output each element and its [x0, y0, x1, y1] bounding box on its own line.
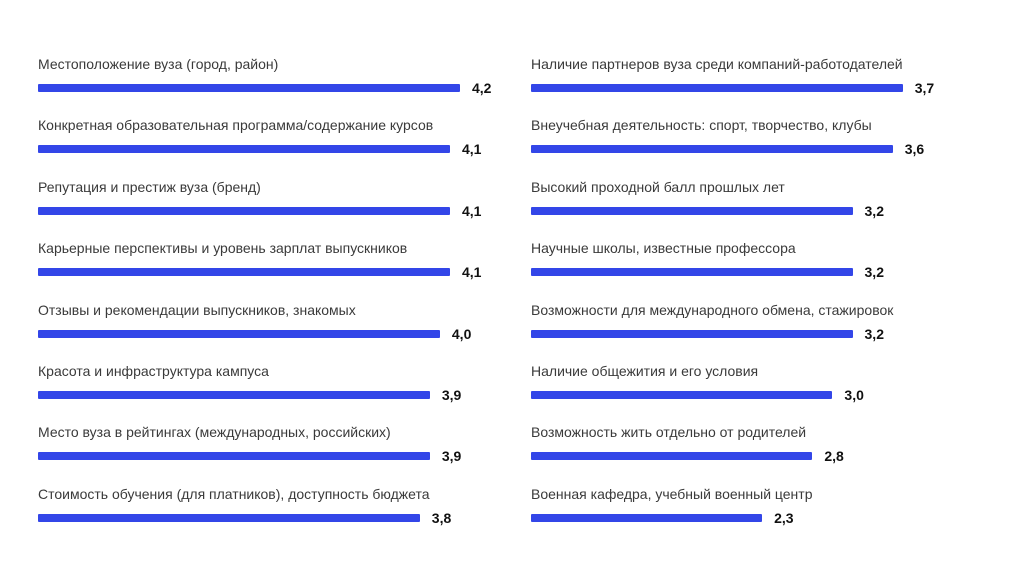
- category-label: Возможности для международного обмена, с…: [531, 301, 894, 318]
- bar: [531, 391, 833, 399]
- category-label: Репутация и престиж вуза (бренд): [38, 178, 261, 195]
- bar: [38, 513, 420, 522]
- value-label: 3,2: [864, 325, 884, 342]
- category-label: Карьерные перспективы и уровень зарплат …: [38, 240, 408, 257]
- bar: [38, 329, 440, 338]
- value-label: 3,0: [844, 387, 864, 403]
- bar: [531, 268, 853, 277]
- bar: [38, 206, 450, 215]
- bar: [531, 452, 813, 461]
- bar: [531, 513, 763, 522]
- bar: [38, 391, 430, 399]
- category-label: Высокий проходной балл прошлых лет: [531, 178, 785, 195]
- bar: [38, 145, 450, 154]
- bar: [531, 206, 853, 215]
- category-label: Научные школы, известные профессора: [531, 240, 796, 257]
- value-label: 4,2: [472, 80, 492, 96]
- value-label: 2,8: [824, 448, 844, 465]
- value-label: 3,9: [441, 448, 462, 465]
- category-label: Внеучебная деятельность: спорт, творчест…: [531, 117, 872, 134]
- bar: [38, 452, 430, 461]
- category-label: Наличие общежития и его условия: [531, 363, 759, 379]
- value-label: 4,1: [461, 202, 482, 219]
- value-label: 3,2: [864, 202, 884, 219]
- value-label: 3,9: [441, 387, 462, 403]
- value-label: 3,2: [864, 264, 884, 281]
- bar: [531, 329, 853, 338]
- value-label: 3,7: [914, 80, 935, 96]
- value-label: 2,3: [774, 509, 794, 526]
- value-label: 3,8: [431, 509, 452, 526]
- category-label: Красота и инфраструктура кампуса: [38, 363, 269, 379]
- value-label: 4,1: [461, 264, 482, 281]
- category-label: Стоимость обучения (для платников), дост…: [38, 485, 430, 502]
- bar: [38, 84, 460, 92]
- category-label: Конкретная образовательная программа/сод…: [38, 117, 434, 134]
- value-label: 4,0: [451, 325, 472, 342]
- category-label: Место вуза в рейтингах (международных, р…: [38, 424, 391, 441]
- category-label: Возможность жить отдельно от родителей: [531, 424, 807, 441]
- category-label: Военная кафедра, учебный военный центр: [531, 485, 813, 502]
- bar: [531, 84, 903, 92]
- bar: [38, 268, 450, 277]
- category-label: Наличие партнеров вуза среди компаний-ра…: [531, 56, 903, 72]
- value-label: 3,6: [904, 141, 925, 158]
- category-label: Местоположение вуза (город, район): [38, 56, 279, 72]
- category-label: Отзывы и рекомендации выпускников, знако…: [38, 301, 356, 318]
- value-label: 4,1: [461, 141, 482, 158]
- bar: [531, 145, 893, 154]
